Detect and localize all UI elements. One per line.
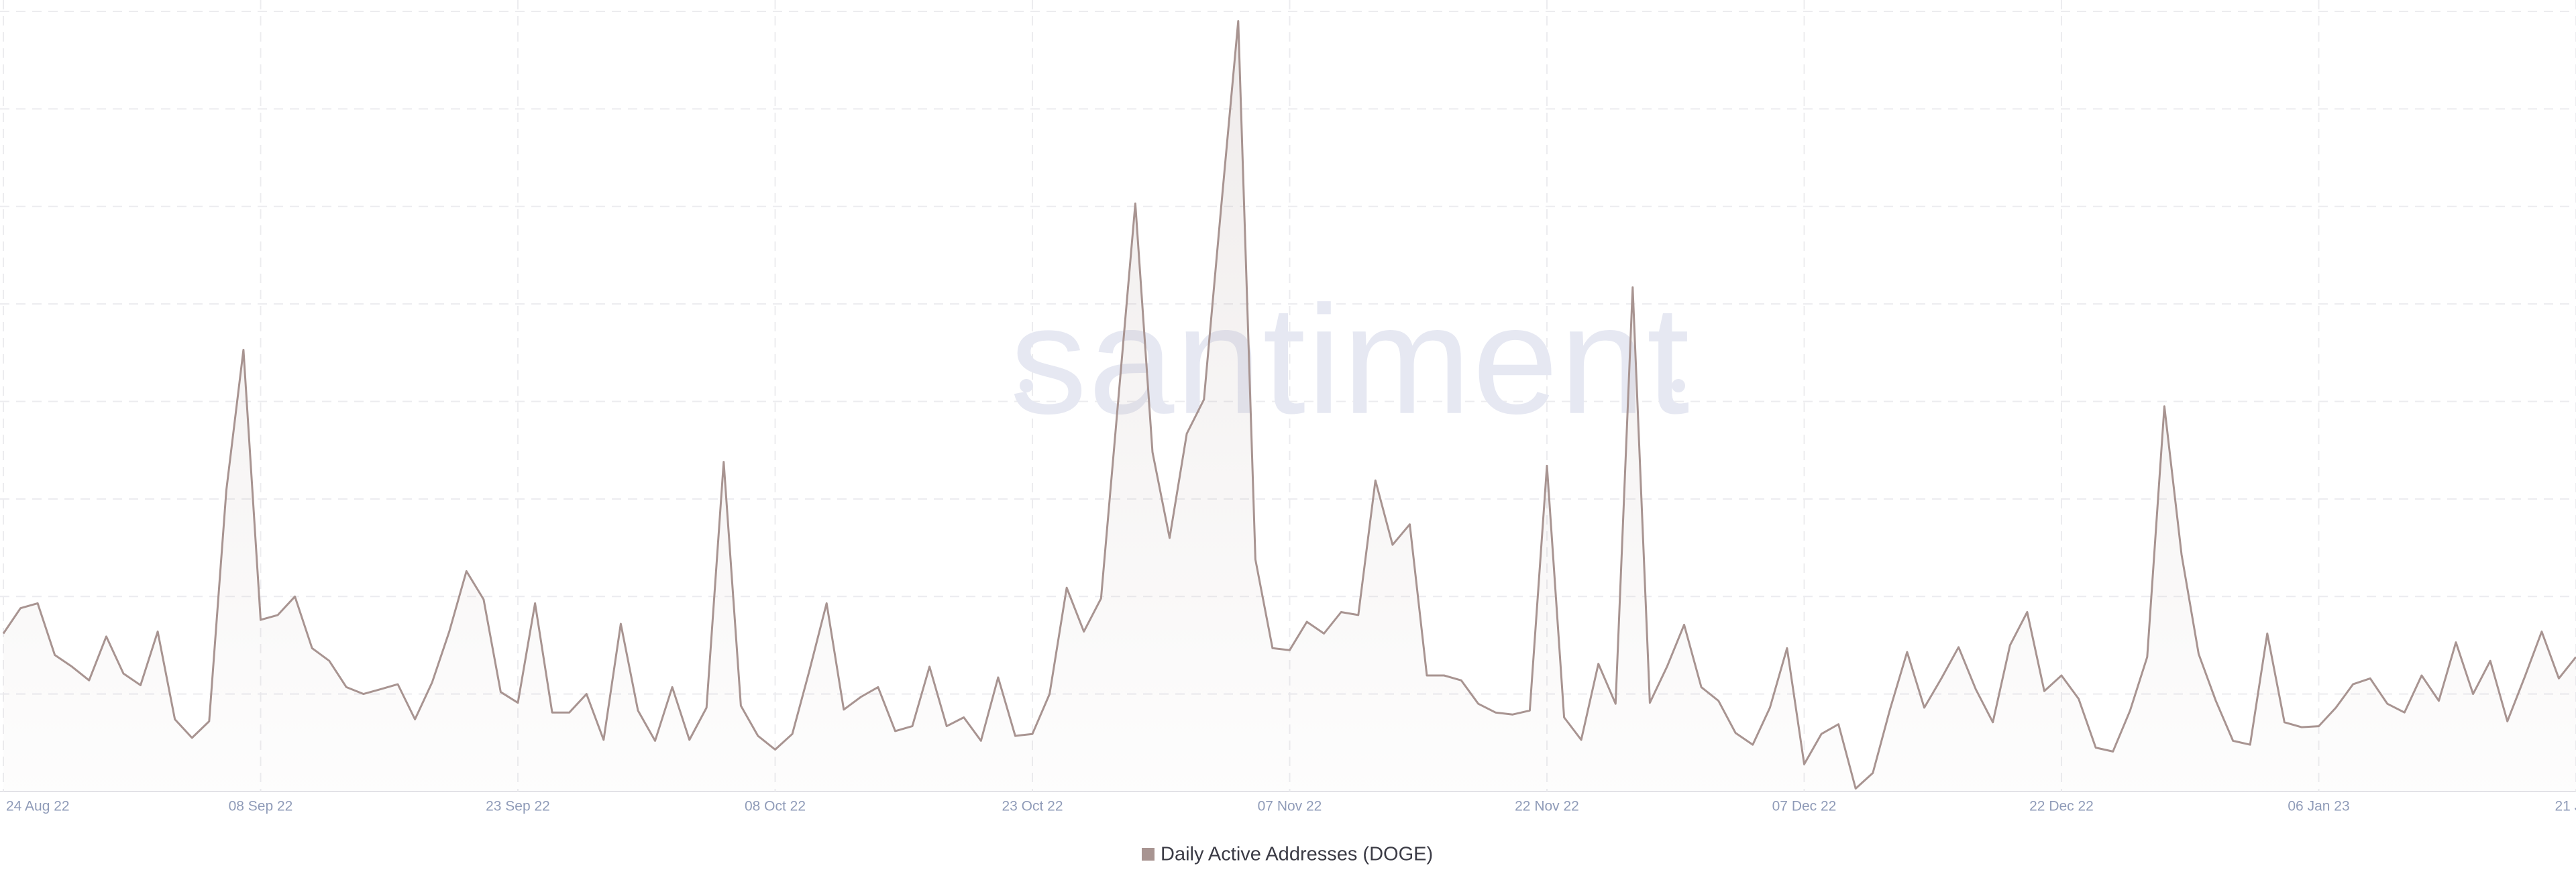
legend: Daily Active Addresses (DOGE) [1142,844,1433,865]
x-tick-label: 08 Sep 22 [229,799,293,814]
watermark-dot [1672,379,1685,392]
x-tick-label: 23 Sep 22 [486,799,550,814]
legend-label: Daily Active Addresses (DOGE) [1161,844,1433,865]
x-tick-label: 24 Aug 22 [6,799,70,814]
x-tick-label: 07 Dec 22 [1772,799,1837,814]
x-tick-label: 08 Oct 22 [745,799,806,814]
watermark-dot [1020,379,1033,392]
legend-swatch [1142,848,1155,861]
area [3,21,2576,792]
x-tick-label: 23 Oct 22 [1002,799,1063,814]
watermark: santiment [1010,274,1690,446]
x-tick-label: 22 Dec 22 [2029,799,2094,814]
x-tick-label: 06 Jan 23 [2288,799,2349,814]
x-tick-label: 22 Nov 22 [1515,799,1579,814]
x-tick-label: 07 Nov 22 [1258,799,1322,814]
line [2,20,2576,790]
x-tick-label: 21 Jan [2555,799,2576,814]
watermark-text: santiment [1010,274,1690,446]
